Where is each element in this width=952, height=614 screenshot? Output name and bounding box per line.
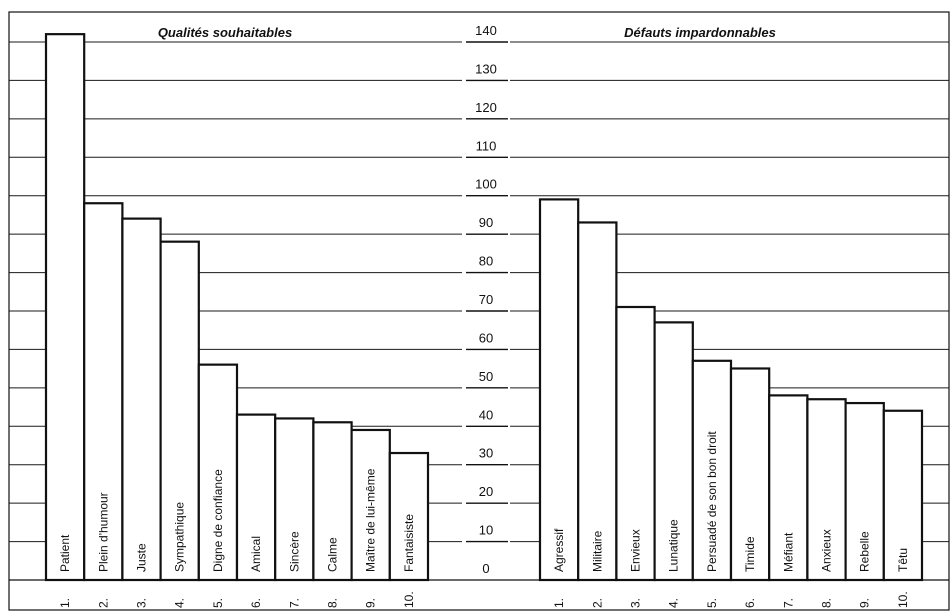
chart-frame [8,11,950,611]
y-tick-label: 30 [479,446,493,461]
y-tick-label: 40 [479,407,493,422]
axis-strip [462,30,510,590]
y-tick-label: 20 [479,484,493,499]
bar-rank-label: 1. [58,598,72,608]
bar [577,221,618,582]
bar [729,367,771,582]
bar-rank-label: 8. [820,598,834,608]
bar [538,198,580,582]
bar-rank-label: 2. [96,598,110,608]
bar-category-label: Timide [743,536,757,572]
bar [844,401,885,582]
left-panel-title: Qualités souhaitables [158,25,292,40]
bar-category-label: Têtu [896,548,910,572]
bar-category-label: Digne de confiance [211,469,225,572]
bar-rank-label: 10. [896,591,910,608]
bar-rank-label: 9. [364,598,378,608]
y-tick-label: 100 [475,177,497,192]
bar-category-label: Lunatique [667,519,681,572]
bar [350,428,391,582]
bar [882,409,924,582]
bar-rank-label: 2. [590,598,604,608]
bar-rank-label: 6. [743,598,757,608]
bar-rank-label: 8. [326,598,340,608]
bar-rank-label: 10. [402,591,416,608]
y-tick-label: 110 [476,138,497,153]
bar-category-label: Persuadé de son bon droit [705,431,719,572]
bar-rank-label: 5. [211,598,225,608]
bar-category-label: Calme [326,537,340,572]
bar-rank-label: 1. [552,598,566,608]
right-panel-title: Défauts impardonnables [624,25,776,40]
bar [312,421,353,582]
bar [274,417,315,582]
bars [44,33,924,582]
bar-category-label: Agressif [552,528,566,572]
bar [121,217,162,582]
bar-rank-label: 4. [667,598,681,608]
bar-rank-label: 7. [781,598,795,608]
labels: 0 10 20 30 40 50 60 70 80 90 100 110 120 130 140 Patien… [58,23,910,608]
bar-category-label: Juste [135,543,149,572]
y-tick-label: 120 [475,100,497,115]
bar-category-label: Militaire [590,530,604,572]
bar-category-label: Patient [58,534,72,572]
bar-category-label: Rebelle [858,531,872,572]
bar [44,33,86,582]
y-tick-label: 90 [479,215,493,230]
bar-rank-label: 3. [135,598,149,608]
y-tick-label: 0 [482,561,489,576]
bar-category-label: Sympathique [173,502,187,572]
bar-rank-label: 7. [287,598,301,608]
bar-rank-label: 6. [249,598,263,608]
y-tick-label: 70 [479,292,493,307]
y-tick-label: 130 [475,61,497,76]
y-tick-label: 140 [475,23,497,38]
bar-category-label: Envieux [629,529,643,572]
bar [691,359,733,582]
y-tick-label: 10 [479,523,493,538]
bar-rank-label: 4. [173,598,187,608]
bar-category-label: Fantaisiste [402,514,416,572]
bar-category-label: Maître de lui-même [364,468,378,572]
bar-category-label: Plein d'humour [96,492,110,572]
bar-rank-label: 3. [629,598,643,608]
bar-rank-label: 5. [705,598,719,608]
y-tick-label: 60 [479,330,493,345]
y-tick-label: 50 [479,369,493,384]
bar-category-label: Amical [249,536,263,572]
y-tick-label: 80 [479,254,493,269]
bar-rank-label: 9. [858,598,872,608]
bar-category-label: Anxieux [820,529,834,572]
bar-category-label: Sincère [287,531,301,572]
bar-category-label: Méfiant [781,532,795,572]
